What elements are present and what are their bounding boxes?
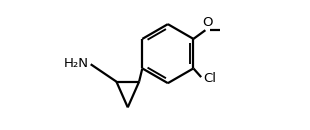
Text: O: O xyxy=(202,16,212,29)
Text: Cl: Cl xyxy=(203,72,216,85)
Text: H₂N: H₂N xyxy=(64,57,89,70)
